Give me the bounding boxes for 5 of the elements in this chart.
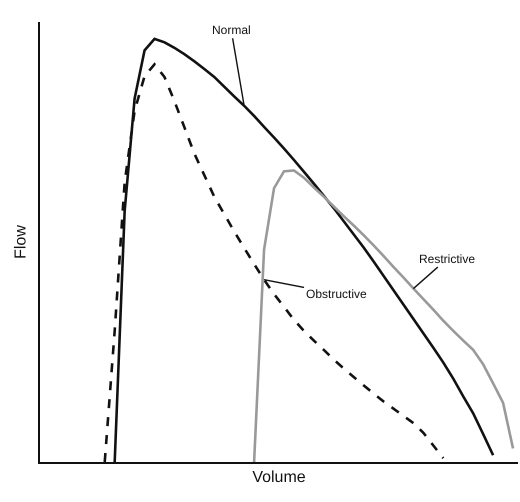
series-label: Obstructive — [306, 287, 368, 301]
text: Normal — [212, 23, 251, 37]
x-axis-title: Volume — [252, 468, 306, 486]
y-axis-title: Flow — [12, 224, 30, 259]
series-label: Restrictive — [419, 252, 476, 266]
